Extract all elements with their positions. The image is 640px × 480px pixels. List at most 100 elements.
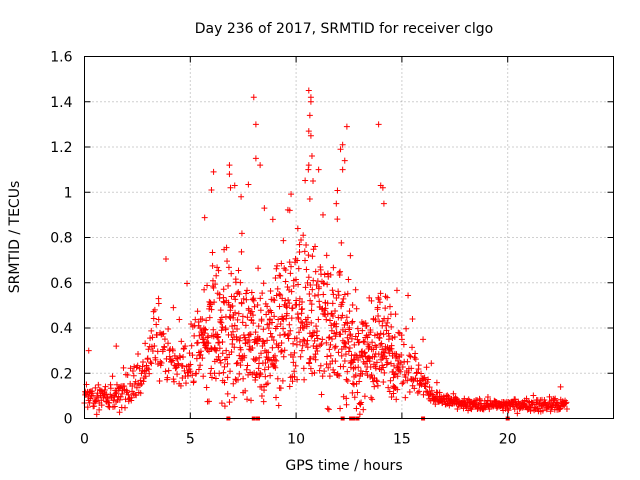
data-point (275, 316, 282, 323)
data-point (308, 301, 315, 308)
grid (84, 56, 614, 419)
data-point (346, 344, 353, 351)
data-point (151, 342, 158, 349)
data-point (346, 324, 353, 331)
data-point (409, 315, 416, 322)
data-point (287, 327, 294, 334)
data-point (217, 359, 224, 366)
data-point (143, 362, 150, 369)
data-point (231, 182, 238, 189)
data-point (277, 385, 284, 392)
data-point (317, 342, 324, 349)
data-point (387, 377, 394, 384)
data-point (377, 290, 384, 297)
data-point (445, 393, 452, 400)
data-point (403, 325, 410, 332)
data-point (505, 407, 512, 414)
data-point (530, 392, 537, 399)
data-point (250, 320, 257, 327)
data-point (252, 377, 259, 384)
data-point (282, 297, 289, 304)
data-point (317, 362, 324, 369)
data-point (386, 303, 393, 310)
data-point (406, 352, 413, 359)
data-point (380, 364, 387, 371)
data-point (142, 373, 149, 380)
data-point (321, 271, 328, 278)
data-point (358, 399, 365, 406)
data-point (237, 279, 244, 286)
data-point (300, 336, 307, 343)
data-point (367, 329, 374, 336)
data-point (227, 184, 234, 191)
data-point (476, 397, 483, 404)
data-point (238, 248, 245, 255)
data-point (290, 354, 297, 361)
data-point (233, 360, 240, 367)
x-tick-label: 5 (186, 432, 195, 448)
data-point (224, 354, 231, 361)
data-point (194, 339, 201, 346)
data-point (194, 308, 201, 315)
data-point (232, 296, 239, 303)
data-point (372, 365, 379, 372)
data-point (377, 341, 384, 348)
data-point (282, 266, 289, 273)
data-point (85, 347, 92, 354)
data-point (279, 295, 286, 302)
data-point (261, 205, 268, 212)
data-point (236, 370, 243, 377)
data-point (206, 314, 213, 321)
data-point (289, 378, 296, 385)
data-point (365, 343, 372, 350)
data-point (329, 336, 336, 343)
data-point (307, 132, 314, 139)
data-point (224, 374, 231, 381)
data-point (393, 396, 400, 403)
data-point (402, 394, 409, 401)
data-point (278, 260, 285, 267)
data-point (270, 296, 277, 303)
data-point (224, 360, 231, 367)
data-point (323, 316, 330, 323)
data-point (369, 339, 376, 346)
data-point (208, 365, 215, 372)
data-point (341, 358, 348, 365)
data-point (309, 286, 316, 293)
data-point (145, 346, 152, 353)
data-point (161, 336, 168, 343)
data-point (415, 362, 422, 369)
data-point (388, 342, 395, 349)
data-point (104, 395, 111, 402)
data-point (271, 352, 278, 359)
data-point (193, 370, 200, 377)
data-point (263, 311, 270, 318)
data-point (307, 365, 314, 372)
data-point (257, 295, 264, 302)
data-point (160, 330, 167, 337)
data-point (91, 403, 98, 410)
data-point (343, 376, 350, 383)
data-point (335, 288, 342, 295)
data-point (348, 352, 355, 359)
data-point (306, 196, 313, 203)
data-point (261, 340, 268, 347)
data-point (423, 388, 430, 395)
data-point (175, 361, 182, 368)
data-point (304, 344, 311, 351)
data-point (330, 366, 337, 373)
data-point (391, 362, 398, 369)
data-point (337, 146, 344, 153)
data-point (274, 285, 281, 292)
data-point (363, 322, 370, 329)
data-point (349, 389, 356, 396)
data-point (315, 291, 322, 298)
data-point (243, 296, 250, 303)
data-point (98, 402, 105, 409)
data-point (171, 378, 178, 385)
data-point (433, 379, 440, 386)
data-point (269, 333, 276, 340)
axis-ticks (84, 56, 614, 419)
data-point (297, 353, 304, 360)
